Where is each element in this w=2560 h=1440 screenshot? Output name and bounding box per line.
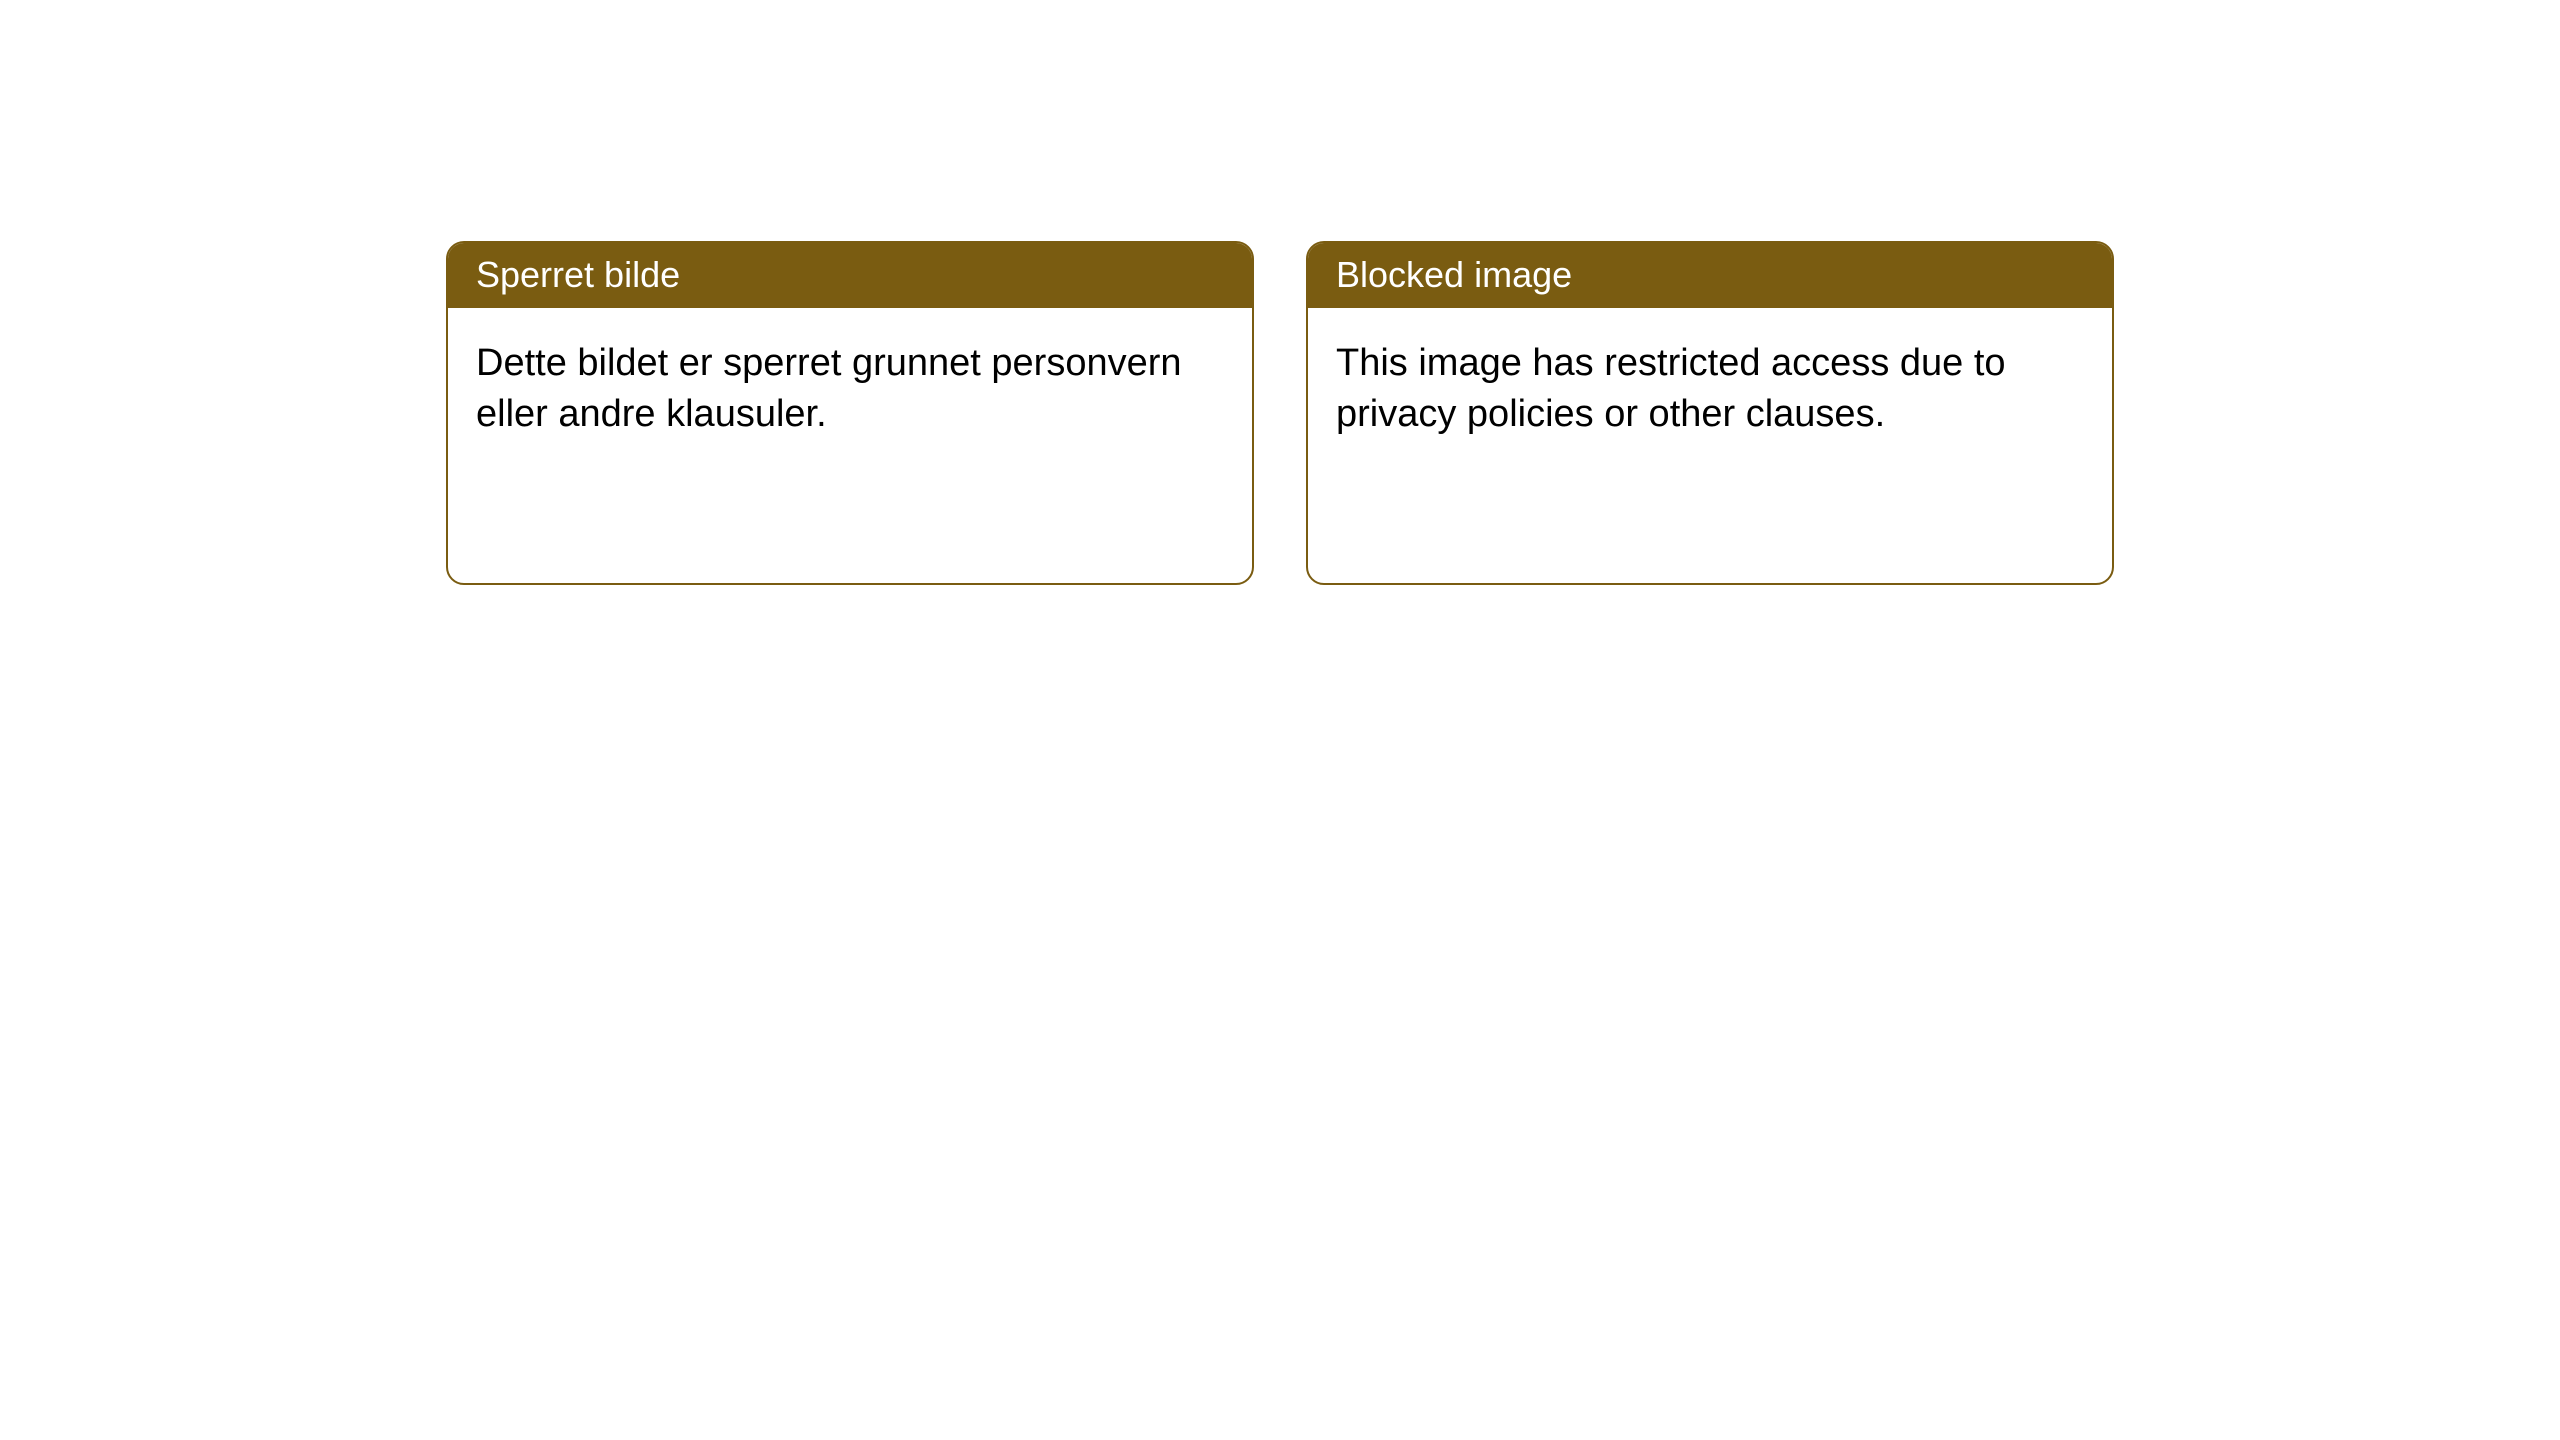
notice-container: Sperret bilde Dette bildet er sperret gr… [0,0,2560,585]
notice-header-en: Blocked image [1308,243,2112,308]
notice-body-no: Dette bildet er sperret grunnet personve… [448,308,1252,583]
notice-body-en: This image has restricted access due to … [1308,308,2112,583]
notice-header-no: Sperret bilde [448,243,1252,308]
notice-card-en: Blocked image This image has restricted … [1306,241,2114,585]
notice-card-no: Sperret bilde Dette bildet er sperret gr… [446,241,1254,585]
